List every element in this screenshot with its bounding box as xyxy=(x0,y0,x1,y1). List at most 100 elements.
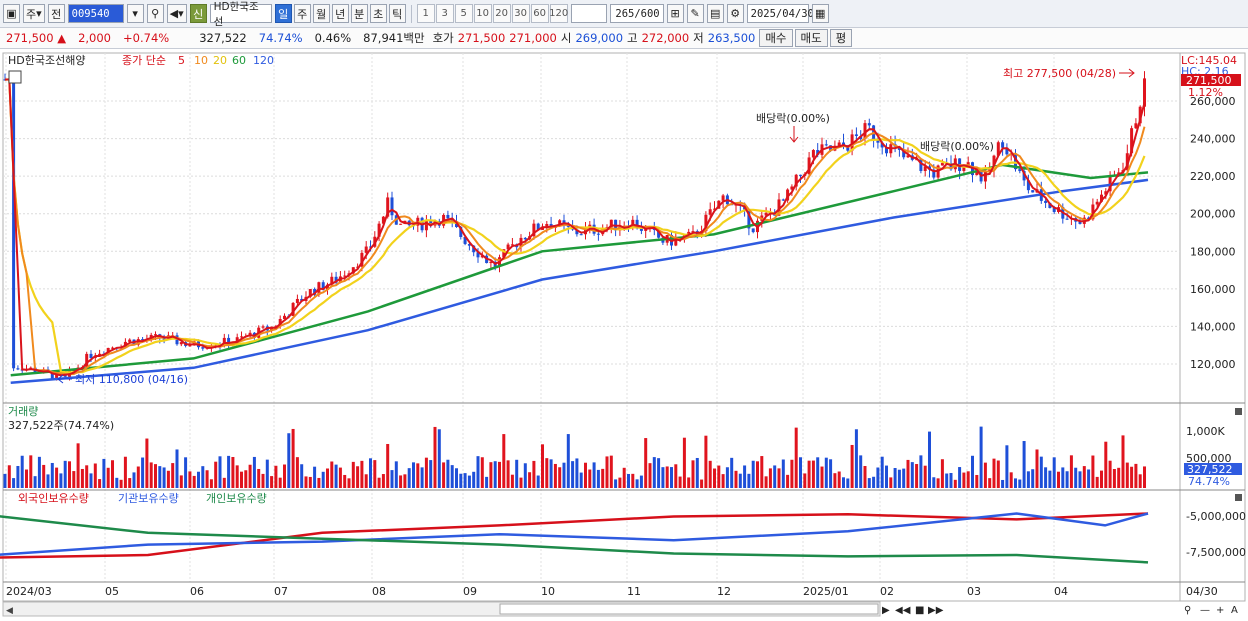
candle-body xyxy=(235,337,239,343)
volume-bar xyxy=(493,461,497,488)
speaker-icon[interactable]: ◀▾ xyxy=(166,4,187,23)
volume-bar xyxy=(162,467,166,488)
volume-bar xyxy=(25,469,28,488)
volume-bar xyxy=(799,457,802,488)
candle-body xyxy=(854,134,858,137)
volume-bar xyxy=(738,473,742,488)
table-icon[interactable] xyxy=(8,70,22,84)
stock-chart[interactable]: 260,000 240,000 220,000 200,000 180,000 160,0… xyxy=(0,50,1248,621)
number-button-120[interactable]: 120 xyxy=(549,4,568,23)
tab-0[interactable]: 일 xyxy=(274,4,292,23)
gear-icon[interactable]: ⚙ xyxy=(726,4,744,23)
stock-code-input[interactable]: 009540 xyxy=(67,4,124,23)
close-panel-icon[interactable] xyxy=(1235,494,1242,501)
candle-body xyxy=(562,220,566,224)
layout-icon[interactable]: ▣ xyxy=(3,4,20,23)
grid-icon[interactable]: ⊞ xyxy=(666,4,684,23)
volume-bar xyxy=(867,478,871,488)
volume-bar xyxy=(132,472,136,488)
sell-button[interactable]: 매도 xyxy=(794,29,828,47)
new-button[interactable]: 신 xyxy=(189,4,207,23)
lc-value: LC:145.04 xyxy=(1181,54,1237,67)
candle-body xyxy=(940,163,944,166)
candle-body xyxy=(575,229,579,235)
candle-body xyxy=(1005,147,1009,155)
volume-bar xyxy=(700,479,704,488)
save-icon[interactable]: ▤ xyxy=(706,4,724,23)
volume-bar xyxy=(205,470,209,488)
draw-icon[interactable]: ✎ xyxy=(686,4,704,23)
x-tick-label: 03 xyxy=(967,585,981,598)
candle-body xyxy=(510,244,514,246)
close-panel-icon[interactable] xyxy=(1235,408,1242,415)
minus-icon[interactable]: — xyxy=(1200,605,1210,616)
volume-current: 327,522주(74.74%) xyxy=(8,419,114,432)
period-select[interactable]: 주 ▾ xyxy=(23,4,45,23)
number-button-3[interactable]: 3 xyxy=(435,4,454,23)
x-tick-label: 08 xyxy=(372,585,386,598)
number-button-10[interactable]: 10 xyxy=(473,4,492,23)
tab-5[interactable]: 초 xyxy=(369,4,387,23)
number-button-1[interactable]: 1 xyxy=(416,4,435,23)
number-button-5[interactable]: 5 xyxy=(454,4,473,23)
volume-bar xyxy=(936,478,940,488)
volume-bar xyxy=(966,471,970,488)
buy-button[interactable]: 매수 xyxy=(759,29,793,47)
number-button-20[interactable]: 20 xyxy=(492,4,511,23)
volume-bar xyxy=(816,457,820,488)
tab-4[interactable]: 분 xyxy=(350,4,368,23)
bid-price: 271,000 xyxy=(509,31,557,45)
search-icon[interactable]: ⚲ xyxy=(146,4,164,23)
stop-icon[interactable]: ■ xyxy=(915,605,924,616)
candle-body xyxy=(1087,217,1091,220)
volume-bar xyxy=(463,473,467,488)
ma-label: 종가 단순 xyxy=(122,54,166,67)
volume-bar xyxy=(274,465,278,488)
scrollbar-thumb[interactable] xyxy=(499,603,879,615)
scroll-left-icon[interactable]: ◀ xyxy=(6,606,13,616)
volume-bar xyxy=(351,461,355,488)
candle-body xyxy=(1065,218,1069,220)
plus-icon[interactable]: + xyxy=(1216,605,1224,616)
volume-bar xyxy=(971,455,974,488)
prev-button[interactable]: 전 xyxy=(47,4,65,23)
candle-body xyxy=(416,217,420,226)
candle-body xyxy=(885,147,888,154)
candle-body xyxy=(390,197,394,216)
volume-bar xyxy=(136,466,140,488)
tab-6[interactable]: 틱 xyxy=(388,4,406,23)
rewind-icon[interactable]: ◀◀ xyxy=(895,605,911,616)
tab-2[interactable]: 월 xyxy=(312,4,330,23)
x-tick-label: 04 xyxy=(1054,585,1068,598)
play-icon[interactable]: ▶ xyxy=(882,605,890,616)
ma120-line xyxy=(10,178,1149,385)
text-icon[interactable]: A xyxy=(1231,605,1238,616)
moving-averages xyxy=(4,78,1149,385)
volume-bar xyxy=(695,457,699,488)
tab-1[interactable]: 주 xyxy=(293,4,311,23)
zoom-icon[interactable]: ⚲ xyxy=(1184,605,1191,616)
forward-icon[interactable]: ▶▶ xyxy=(928,605,944,616)
number-button-60[interactable]: 60 xyxy=(530,4,549,23)
volume-bar xyxy=(373,460,377,488)
blank-select[interactable] xyxy=(570,4,607,23)
avg-button[interactable]: 평 xyxy=(829,29,853,47)
volume-bar xyxy=(635,479,639,488)
count-field[interactable]: 265/600 xyxy=(609,4,664,23)
candle-body xyxy=(1091,204,1095,220)
candle-body xyxy=(1018,169,1022,172)
candle-body xyxy=(12,79,16,369)
candle-body xyxy=(902,149,906,158)
number-button-30[interactable]: 30 xyxy=(511,4,530,23)
candle-body xyxy=(313,289,317,295)
volume-bar xyxy=(876,467,880,488)
stock-name-field[interactable]: HD한국조선 xyxy=(209,1,272,28)
calendar-icon[interactable]: ▦ xyxy=(811,4,829,23)
price-tick-label: 160,000 xyxy=(1190,283,1236,296)
date-field[interactable]: 2025/04/30 xyxy=(746,4,814,23)
chart-frame xyxy=(2,52,1181,602)
dropdown-icon[interactable]: ▾ xyxy=(126,4,144,23)
volume-bar xyxy=(166,470,170,488)
candle-body xyxy=(1095,201,1099,205)
tab-3[interactable]: 년 xyxy=(331,4,349,23)
